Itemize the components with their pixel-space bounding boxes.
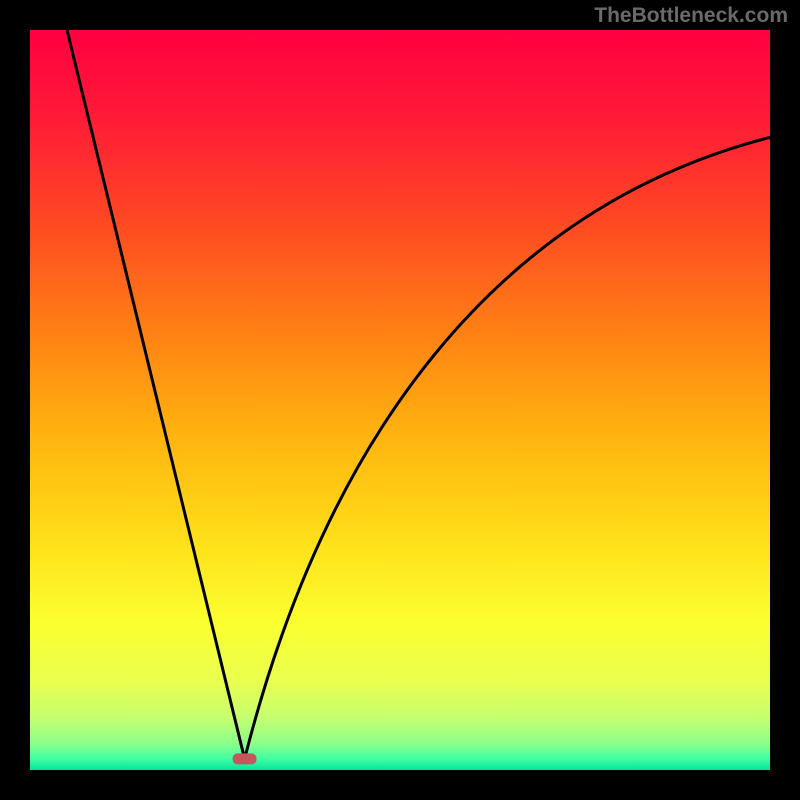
watermark-text: TheBottleneck.com	[594, 4, 788, 28]
optimal-marker	[233, 753, 257, 764]
